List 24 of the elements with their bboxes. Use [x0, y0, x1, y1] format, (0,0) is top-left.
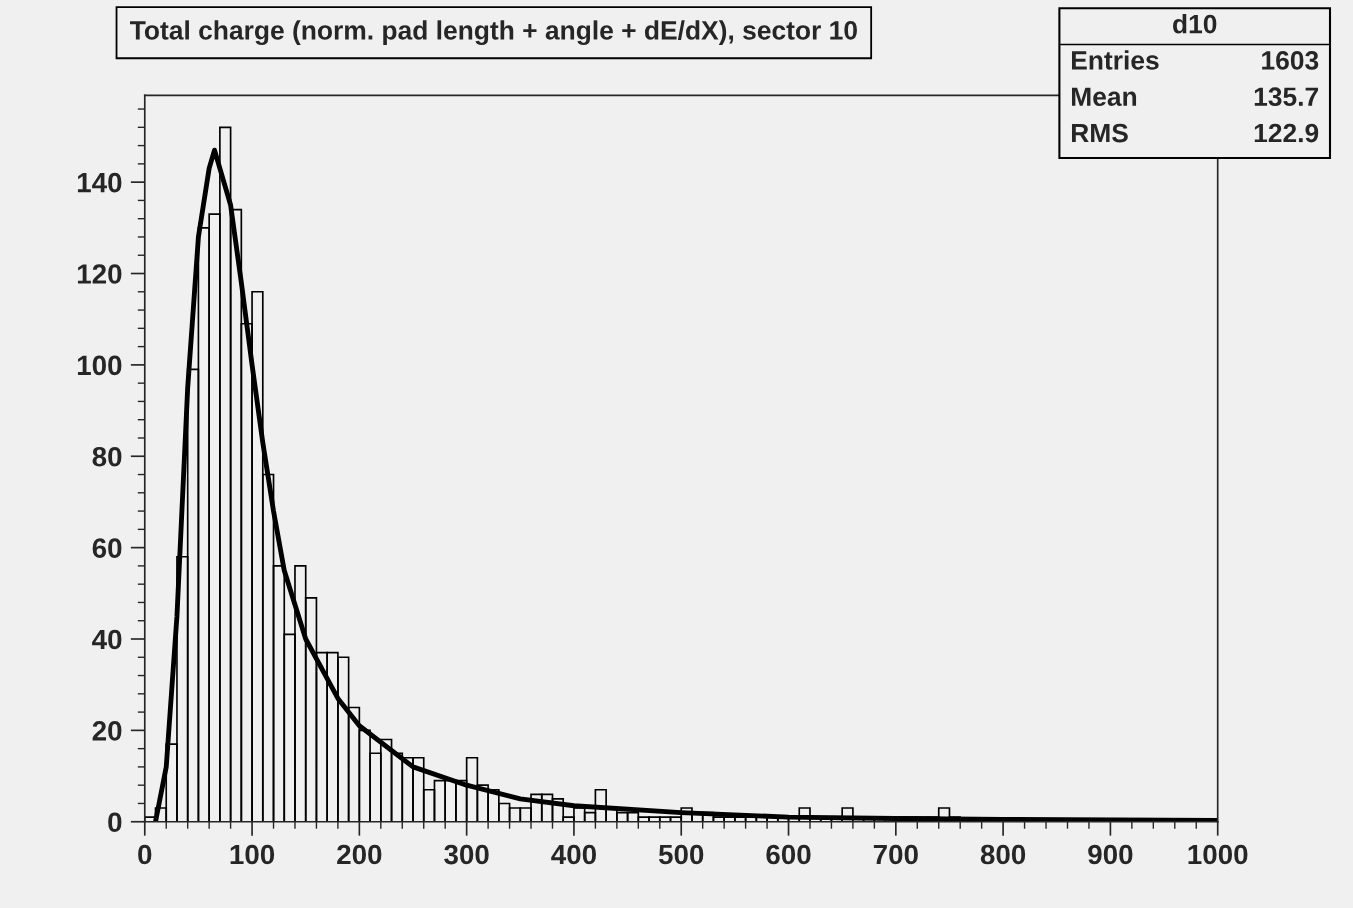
- x-tick-label: 700: [873, 844, 918, 865]
- x-tick-label: 500: [658, 844, 704, 865]
- text: Entries 1603: [1071, 50, 1319, 70]
- y-tick-label: 80: [92, 446, 122, 467]
- y-tick-label: 60: [92, 538, 122, 558]
- text: RMS 122.9: [1071, 123, 1319, 143]
- chart-title: Total charge (norm. pad length + angle + dE/dX), sector 10: [130, 20, 857, 46]
- text: d10: [1173, 14, 1217, 34]
- y-tick-label: 120: [77, 264, 122, 284]
- text: Mean 135.7: [1071, 87, 1319, 107]
- x-tick-label: 100: [230, 844, 275, 865]
- y-tick-label: 20: [92, 721, 122, 741]
- y-tick-label: 0: [108, 812, 122, 833]
- x-tick-label: 600: [766, 844, 811, 865]
- x-tick-label: 400: [551, 844, 596, 865]
- y-tick-label: 40: [92, 629, 122, 650]
- x-tick-label: 800: [980, 844, 1026, 865]
- x-tick-label: 0: [138, 844, 152, 865]
- x-tick-label: 900: [1088, 844, 1133, 865]
- x-tick-label: 300: [444, 844, 489, 865]
- x-tick-label: 200: [337, 844, 382, 865]
- y-tick-label: 100: [77, 355, 122, 376]
- x-tick-label: 1000: [1188, 844, 1248, 865]
- y-tick-label: 140: [77, 172, 122, 193]
